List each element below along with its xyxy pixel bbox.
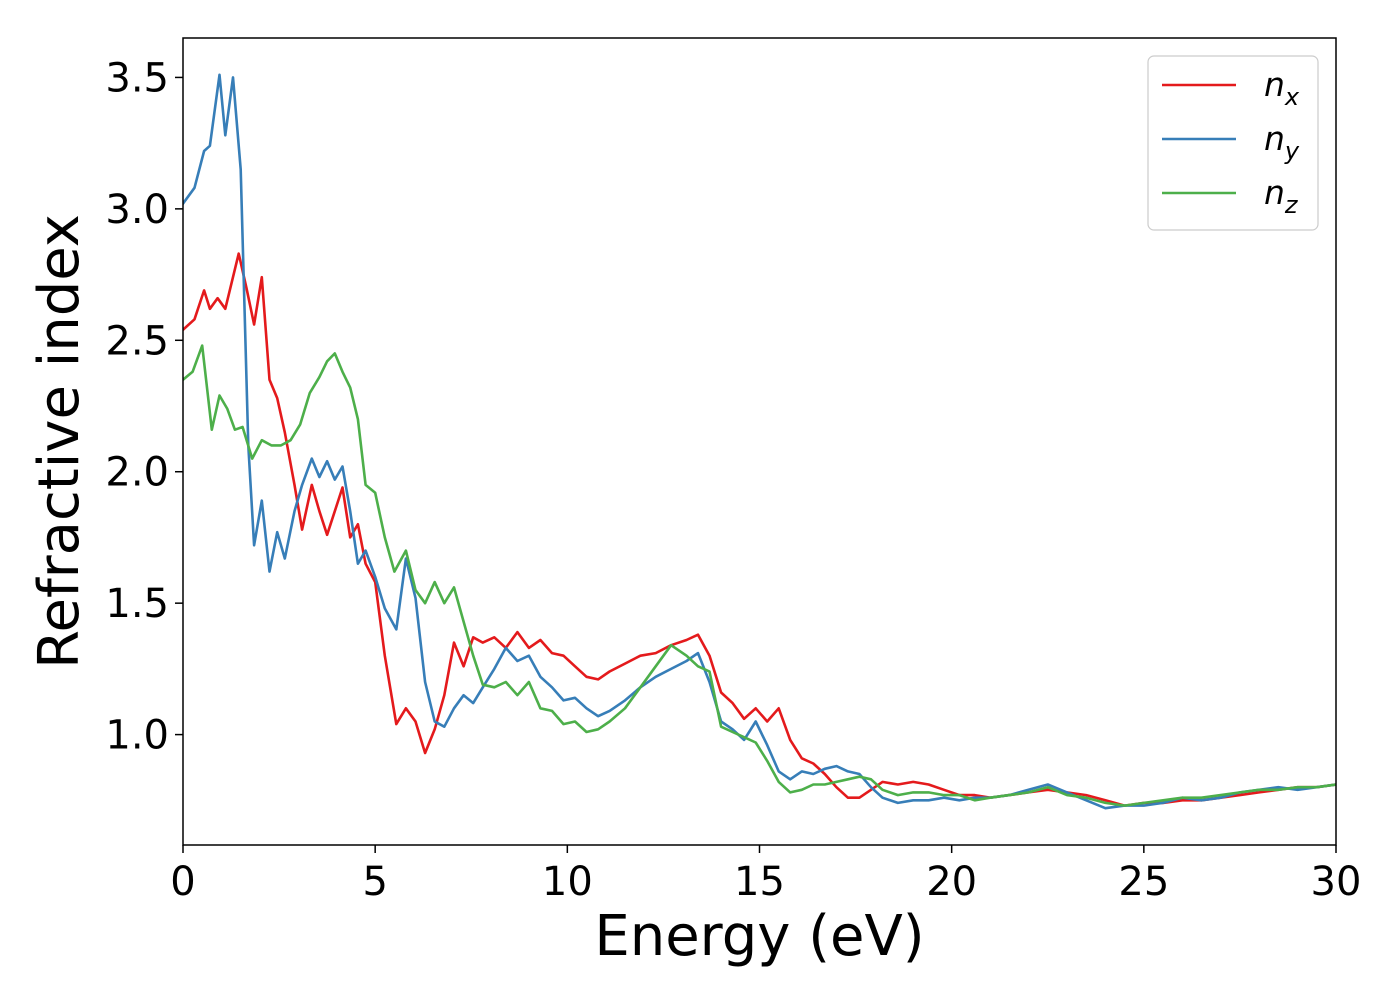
y-tick-label: 1.0 [105, 713, 169, 759]
legend-label-subscript: z [1284, 191, 1299, 219]
x-tick-label: 15 [734, 859, 785, 905]
y-axis-label: Refractive index [27, 214, 92, 669]
x-tick-label: 10 [542, 859, 593, 905]
legend-label-subscript: x [1284, 83, 1300, 111]
y-tick-label: 2.0 [105, 450, 169, 496]
y-tick-label: 3.0 [105, 187, 169, 233]
x-tick-label: 25 [1118, 859, 1169, 905]
series-line-ny [183, 73, 1336, 810]
x-tick-label: 5 [362, 859, 387, 905]
legend-label-ny: ny [1264, 119, 1300, 165]
legend-label-subscript: y [1284, 137, 1300, 165]
legend-label-nx: nx [1264, 65, 1300, 111]
legend-label-nz: nz [1264, 173, 1299, 219]
legend-label-base: n [1264, 119, 1285, 158]
series-lines [183, 73, 1336, 810]
axis-ticks: 0 5 10 15 20 25 30 1.0 1.5 2.0 2.5 3.0 3.5 [105, 55, 1361, 905]
y-tick-label: 2.5 [105, 318, 169, 364]
series-line-nx [183, 252, 1336, 807]
x-axis-label: Energy (eV) [594, 904, 924, 969]
series-line-nz [183, 344, 1336, 807]
legend-label-base: n [1264, 173, 1285, 212]
x-tick-label: 20 [926, 859, 977, 905]
legend-label-base: n [1264, 65, 1285, 104]
y-tick-label: 3.5 [105, 55, 169, 101]
legend-box [1147, 55, 1319, 231]
x-tick-label: 30 [1311, 859, 1362, 905]
x-tick-label: 0 [170, 859, 195, 905]
y-tick-label: 1.5 [105, 581, 169, 627]
